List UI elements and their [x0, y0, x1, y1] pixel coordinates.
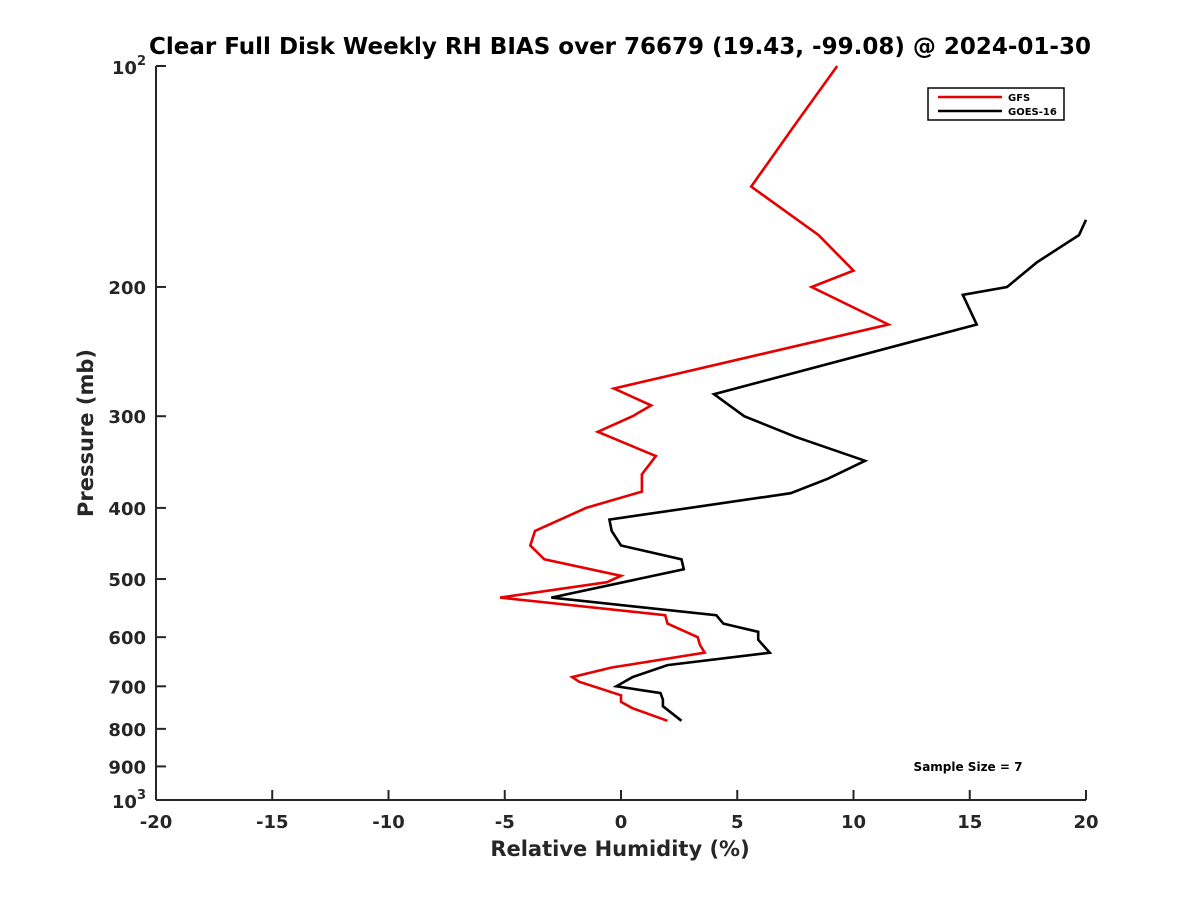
x-tick-label: -20	[140, 812, 173, 833]
y-tick-label-power: 102	[112, 54, 146, 79]
x-tick-label: 0	[615, 812, 628, 833]
y-tick-label: 500	[108, 570, 146, 591]
x-tick-label: 10	[841, 812, 866, 833]
legend-entry: GFS	[1008, 93, 1030, 104]
x-tick-label: -10	[372, 812, 405, 833]
y-tick-label: 400	[108, 499, 146, 520]
series-line-goes-16	[551, 219, 1088, 722]
x-axis-label: Relative Humidity (%)	[490, 837, 749, 861]
y-tick-label: 600	[108, 628, 146, 649]
plot-axes	[155, 66, 1086, 801]
y-tick-label: 700	[108, 677, 146, 698]
y-tick-label: 800	[108, 720, 146, 741]
y-tick-label-power: 103	[112, 788, 146, 813]
x-tick-label: -15	[256, 812, 289, 833]
y-tick-label: 900	[108, 757, 146, 778]
chart-legend: GFS GOES-16	[927, 87, 1065, 121]
y-tick-label: 200	[108, 278, 146, 299]
y-axis-label: Pressure (mb)	[74, 349, 98, 517]
chart-title: Clear Full Disk Weekly RH BIAS over 7667…	[149, 34, 1091, 60]
y-tick-label: 300	[108, 407, 146, 428]
legend-box	[927, 87, 1065, 121]
series-lines	[499, 65, 1088, 723]
series-line-gfs	[499, 65, 893, 723]
legend-entry: GOES-16	[1008, 107, 1057, 118]
x-tick-label: 5	[731, 812, 744, 833]
sample-size-annotation: Sample Size = 7	[914, 760, 1023, 774]
y-axis-ticks: 200 300 400 500 600 700 800 900 102 103	[108, 54, 166, 813]
x-tick-label: 20	[1073, 812, 1098, 833]
x-axis-ticks: -20 -15 -10 -5 0 5 10 15 20	[140, 790, 1099, 833]
x-tick-label: 15	[957, 812, 982, 833]
x-tick-label: -5	[495, 812, 515, 833]
